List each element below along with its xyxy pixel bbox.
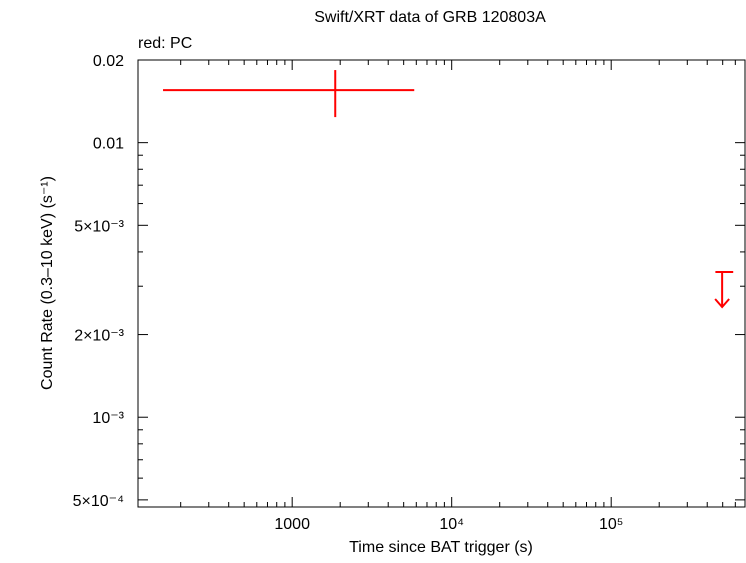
legend-text: red: PC [138, 35, 192, 52]
plot-frame [137, 59, 746, 508]
x-tick-label: 10⁴ [439, 516, 464, 533]
chart-title: Swift/XRT data of GRB 120803A [314, 9, 546, 26]
y-tick-label: 5×10⁻⁴ [73, 493, 124, 510]
y-tick-label: 10⁻³ [92, 410, 124, 427]
x-tick-label: 10⁵ [599, 516, 623, 533]
upper-limit-arrow [714, 271, 730, 309]
x-axis-label: Time since BAT trigger (s) [349, 539, 533, 556]
y-tick-label: 2×10⁻³ [74, 328, 124, 345]
y-axis-label: Count Rate (0.3–10 keV) (s⁻¹) [39, 176, 56, 390]
x-tick-label: 1000 [274, 516, 310, 533]
y-tick-label: 0.02 [93, 53, 124, 70]
y-tick-label: 5×10⁻³ [74, 218, 124, 235]
y-tick-label: 0.01 [93, 136, 124, 153]
